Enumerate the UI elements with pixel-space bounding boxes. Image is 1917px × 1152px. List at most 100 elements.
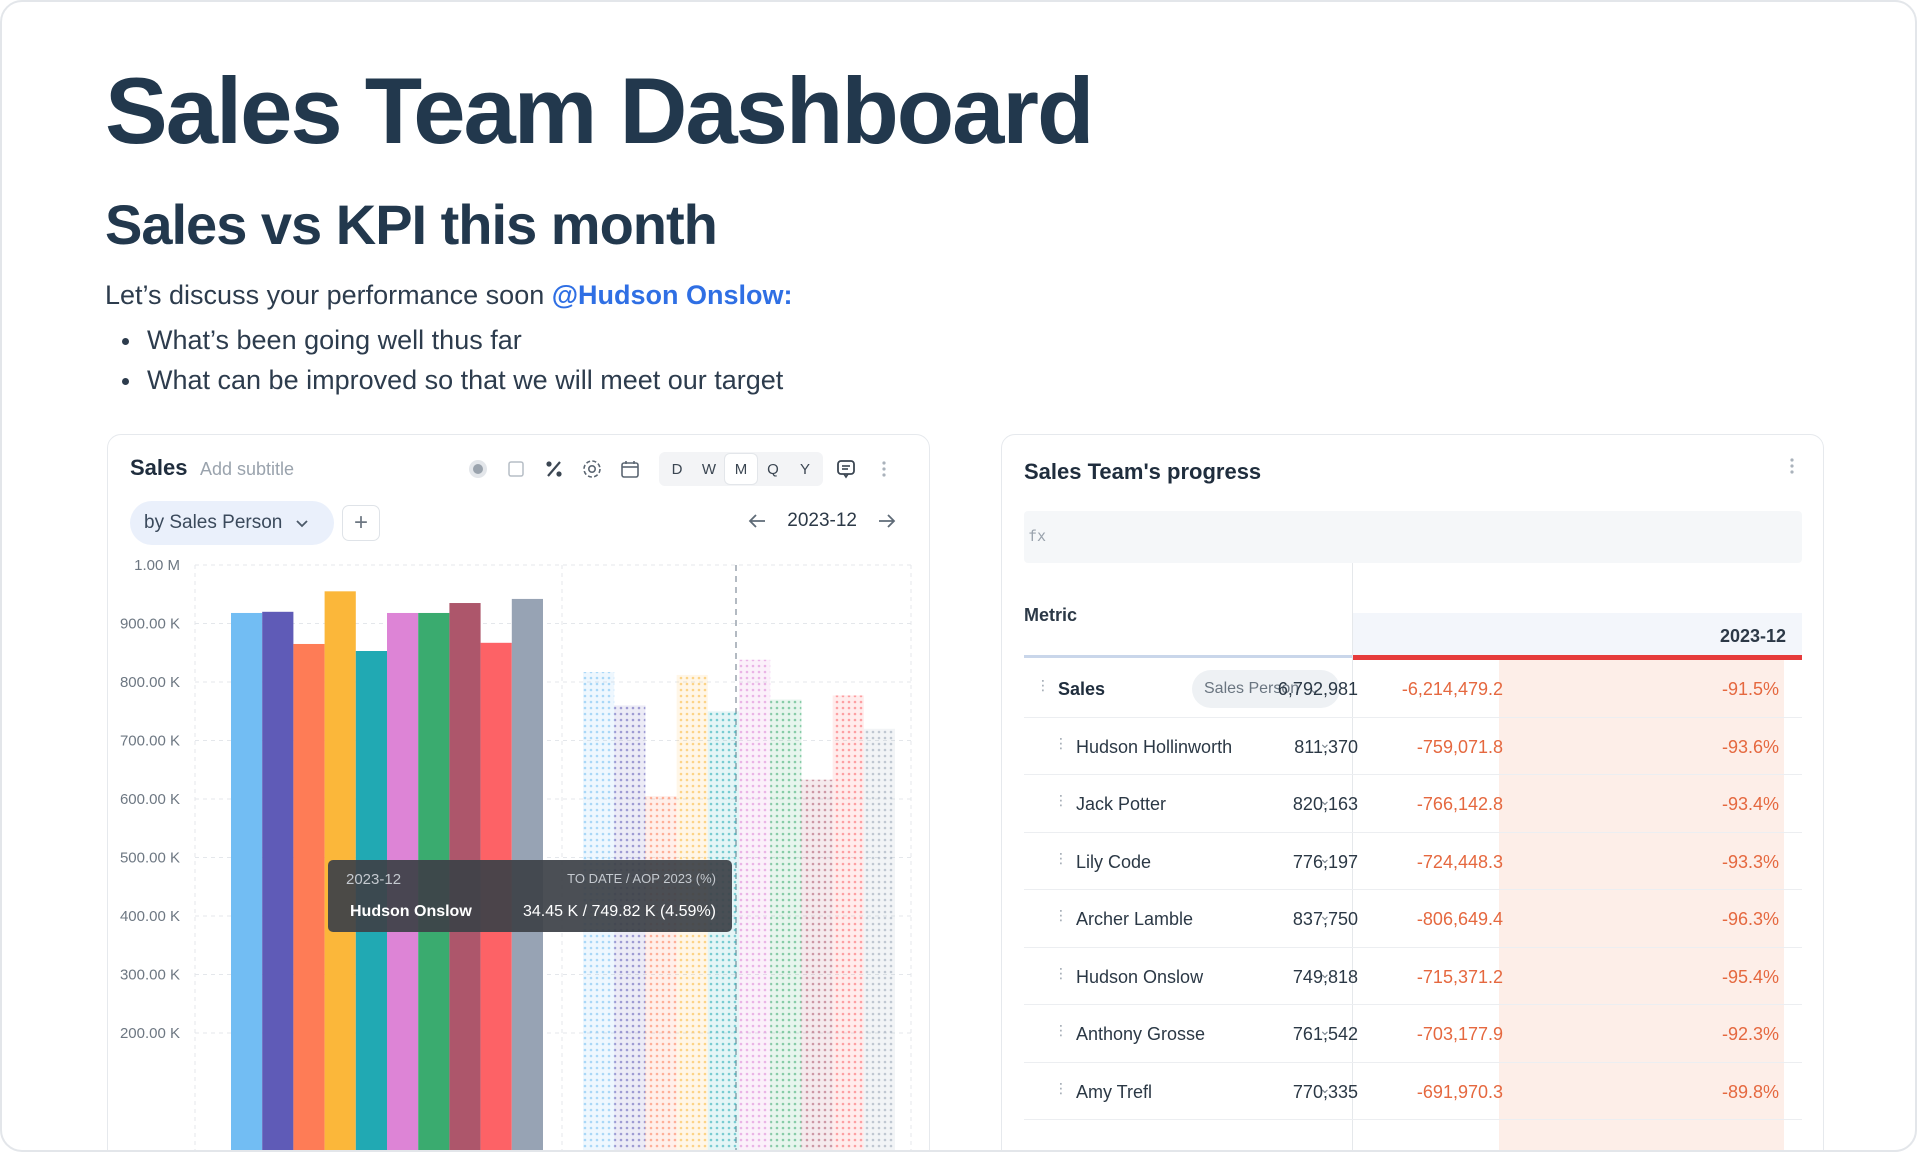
y-tick-label: 900.00 K (120, 616, 180, 633)
period-selector: D W M Q Y (659, 452, 823, 486)
row-diff: -766,142.8 (1416, 794, 1503, 814)
row-value: 776,197 (1292, 851, 1358, 872)
period-quarter[interactable]: Q (767, 460, 779, 478)
drag-handle-icon[interactable]: ⋮ (1054, 1079, 1068, 1096)
drag-handle-icon[interactable]: ⋮ (1054, 964, 1068, 981)
comment-icon[interactable] (831, 454, 861, 484)
list-item: What can be improved so that we will mee… (122, 360, 783, 400)
drag-handle-icon[interactable]: ⋮ (1036, 677, 1050, 693)
period-day[interactable]: D (671, 460, 683, 478)
bar-forecast[interactable] (801, 779, 833, 1152)
checkbox-icon[interactable] (501, 454, 531, 484)
bar-actual[interactable] (231, 612, 263, 1152)
row-pct: -93.4% (1721, 794, 1779, 814)
chart-subtitle-input[interactable]: Add subtitle (200, 459, 295, 479)
arrow-left-icon[interactable] (743, 507, 771, 535)
table-row[interactable]: ⋮ Lily Code ⌄ 776,197 -724,448.3 -93.3% (1024, 833, 1802, 890)
y-tick-label: 500.00 K (120, 850, 180, 867)
period-week[interactable]: W (701, 460, 717, 478)
row-diff: -759,071.8 (1416, 736, 1503, 757)
arrow-right-icon[interactable] (873, 507, 901, 535)
header-underline-alert (1353, 655, 1802, 660)
metric-rows: ⋮ Sales Sales Person ⌄ 6,792,981 -6,214,… (1024, 660, 1802, 1120)
table-row[interactable]: ⋮ Archer Lamble ⌄ 837,750 -806,649.4 -96.3% (1024, 890, 1802, 948)
table-row[interactable]: ⋮ Hudson Hollinworth ⌄ 811,370 -759,071.8 -93… (1024, 718, 1802, 775)
row-pct: -96.3% (1721, 909, 1779, 929)
bar-forecast[interactable] (770, 699, 802, 1152)
period-header-band (1353, 613, 1802, 655)
y-tick-label: 1.00 M (134, 557, 180, 574)
drag-handle-icon[interactable]: ⋮ (1054, 1022, 1068, 1038)
chevron-down-icon[interactable]: ⌄ (1319, 1079, 1331, 1096)
row-diff: -703,177.9 (1416, 1024, 1503, 1044)
sales-bar-chart: 1.00 M 900.00 K 800.00 K 700.00 K 600.00 K 50… (120, 557, 912, 1152)
column-divider (1352, 563, 1353, 1150)
y-tick-label: 200.00 K (120, 1025, 180, 1042)
formula-icon: fx (1028, 527, 1047, 545)
y-tick-label: 600.00 K (120, 791, 180, 808)
date-navigator: 2023-12 (743, 507, 901, 535)
chevron-down-icon[interactable]: ⌄ (1319, 734, 1331, 751)
bar-forecast[interactable] (832, 695, 864, 1152)
section-title: Sales vs KPI this month (105, 193, 718, 256)
chevron-down-icon[interactable]: ⌄ (1319, 964, 1331, 981)
more-icon[interactable] (1789, 457, 1795, 481)
chart-tooltip: 2023-12 TO DATE / AOP 2023 (%) Hudson On… (328, 860, 732, 932)
bar-forecast[interactable] (863, 728, 895, 1152)
bar-forecast[interactable] (739, 659, 771, 1152)
row-value: 837,750 (1292, 909, 1358, 929)
table-row[interactable]: ⋮ Hudson Onslow ⌄ 749,818 -715,371.2 -95.4% (1024, 948, 1802, 1005)
row-pct: -92.3% (1721, 1024, 1779, 1044)
row-diff: -724,448.3 (1416, 851, 1503, 872)
row-label: Jack Potter (1076, 794, 1167, 814)
calendar-icon[interactable] (615, 454, 645, 484)
bar-actual[interactable] (262, 611, 294, 1152)
row-pct: -93.6% (1721, 736, 1779, 757)
row-label: Sales (1058, 679, 1106, 699)
chevron-down-icon[interactable]: ⌄ (1319, 907, 1331, 923)
drag-handle-icon[interactable]: ⋮ (1054, 907, 1068, 923)
dot-toggle-icon[interactable] (463, 454, 493, 484)
period-year[interactable]: Y (799, 460, 810, 478)
row-label: Hudson Onslow (1076, 966, 1204, 987)
breakdown-dropdown[interactable]: Sales Person ⌄ (1192, 670, 1340, 708)
negative-diff-column (1499, 660, 1644, 1150)
bar-forecast[interactable] (645, 796, 677, 1152)
percent-icon[interactable] (539, 454, 569, 484)
bar-actual[interactable] (293, 643, 325, 1152)
y-tick-label: 700.00 K (120, 733, 180, 750)
more-icon[interactable] (869, 454, 899, 484)
settings-icon[interactable] (577, 454, 607, 484)
tooltip-series-name: Hudson Onslow (350, 903, 472, 920)
negative-pct-column (1644, 660, 1784, 1150)
row-value: 811,370 (1294, 736, 1358, 757)
row-value: 749,818 (1292, 966, 1358, 987)
discussion-list: What’s been going well thus far What can… (122, 320, 783, 400)
current-period: 2023-12 (787, 510, 857, 531)
table-row[interactable]: ⋮ Amy Trefl ⌄ 770,335 -691,970.3 -89.8% (1024, 1063, 1802, 1120)
chevron-down-icon: ⌄ (1309, 682, 1320, 696)
metric-column-header: Metric (1024, 605, 1078, 625)
row-pct: -95.4% (1721, 966, 1779, 987)
period-month[interactable]: M (725, 454, 757, 484)
group-by-dropdown[interactable]: by Sales Person (130, 501, 334, 545)
row-label: Archer Lamble (1076, 909, 1194, 929)
row-pct: -91.5% (1721, 679, 1779, 699)
user-mention[interactable]: @Hudson Onslow: (551, 280, 793, 310)
table-row-sales[interactable]: ⋮ Sales Sales Person ⌄ 6,792,981 -6,214,… (1024, 660, 1802, 718)
drag-handle-icon[interactable]: ⋮ (1054, 734, 1068, 751)
add-group-button[interactable]: + (342, 505, 380, 541)
formula-bar[interactable]: fx (1024, 511, 1802, 563)
chevron-down-icon[interactable]: ⌄ (1319, 1022, 1331, 1038)
intro-label: Let’s discuss your performance soon (105, 280, 552, 310)
drag-handle-icon[interactable]: ⋮ (1054, 792, 1068, 808)
tooltip-value: 34.45 K / 749.82 K (4.59%) (522, 903, 716, 920)
table-row[interactable]: ⋮ Anthony Grosse ⌄ 761,542 -703,177.9 -92.3% (1024, 1005, 1802, 1063)
row-diff: -691,970.3 (1416, 1081, 1503, 1102)
y-tick-label: 800.00 K (120, 674, 180, 691)
chevron-down-icon[interactable]: ⌄ (1319, 849, 1331, 866)
chevron-down-icon[interactable]: ⌄ (1319, 792, 1331, 808)
table-row[interactable]: ⋮ Jack Potter ⌄ 820,163 -766,142.8 -93.4% (1024, 775, 1802, 833)
drag-handle-icon[interactable]: ⋮ (1054, 849, 1068, 866)
